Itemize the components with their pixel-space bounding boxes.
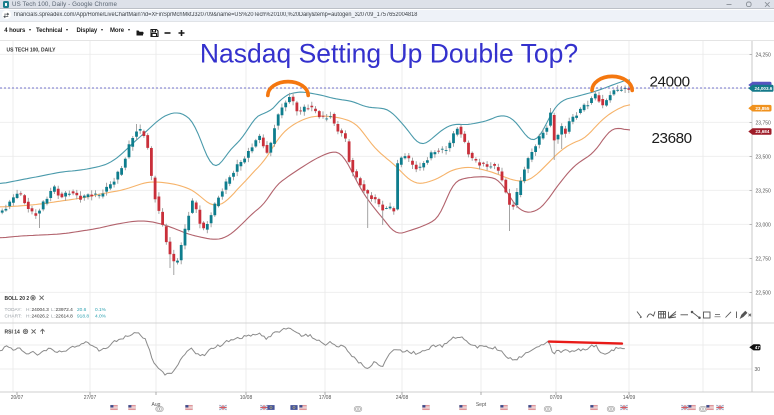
svg-text:22,750: 22,750	[756, 256, 772, 262]
svg-text:23,000: 23,000	[756, 222, 772, 228]
svg-text:23,855: 23,855	[755, 106, 769, 111]
svg-text:US TECH 100, DAILY: US TECH 100, DAILY	[7, 47, 57, 53]
svg-text:BOLL 20 2: BOLL 20 2	[5, 296, 30, 302]
svg-text:L:: L:	[51, 314, 55, 320]
svg-text:4.0%: 4.0%	[95, 314, 107, 320]
svg-text:20/07: 20/07	[11, 395, 24, 401]
svg-text:10/08: 10/08	[240, 395, 253, 401]
svg-text:07/09: 07/09	[550, 395, 563, 401]
svg-text:L:: L:	[51, 307, 55, 313]
svg-text:918.8: 918.8	[77, 314, 89, 320]
svg-text:H:: H:	[26, 307, 31, 313]
svg-text:22614.8: 22614.8	[56, 314, 74, 320]
svg-text:23972.4: 23972.4	[56, 307, 74, 313]
svg-text:20.6: 20.6	[77, 307, 87, 313]
svg-text:14/09: 14/09	[623, 395, 636, 401]
svg-text:Aug: Aug	[152, 402, 161, 408]
svg-text:24,250: 24,250	[756, 52, 772, 58]
svg-text:Sept: Sept	[476, 402, 487, 408]
svg-text:24026.2: 24026.2	[32, 314, 50, 320]
svg-text:24/08: 24/08	[396, 395, 409, 401]
svg-text:17/08: 17/08	[319, 395, 332, 401]
svg-text:23,750: 23,750	[756, 120, 772, 126]
svg-text:0.1%: 0.1%	[95, 307, 107, 313]
svg-text:24000: 24000	[650, 74, 690, 91]
svg-text:24004.3: 24004.3	[32, 307, 50, 313]
svg-text:RSI 14: RSI 14	[5, 330, 21, 336]
svg-text:30: 30	[755, 367, 761, 373]
svg-text:TODAY:: TODAY:	[5, 307, 22, 313]
svg-text:23680: 23680	[652, 130, 692, 147]
svg-text:23,684: 23,684	[755, 129, 769, 134]
svg-text:23,250: 23,250	[756, 188, 772, 194]
svg-text:22,500: 22,500	[756, 290, 772, 296]
svg-text:H:: H:	[26, 314, 31, 320]
svg-text:Nasdaq Setting Up Double Top?: Nasdaq Setting Up Double Top?	[200, 40, 578, 69]
svg-text:47: 47	[755, 345, 761, 350]
svg-text:27/07: 27/07	[84, 395, 97, 401]
svg-text:CHART:: CHART:	[5, 314, 22, 320]
svg-text:23,500: 23,500	[756, 154, 772, 160]
svg-text:24,003.6: 24,003.6	[754, 86, 772, 91]
